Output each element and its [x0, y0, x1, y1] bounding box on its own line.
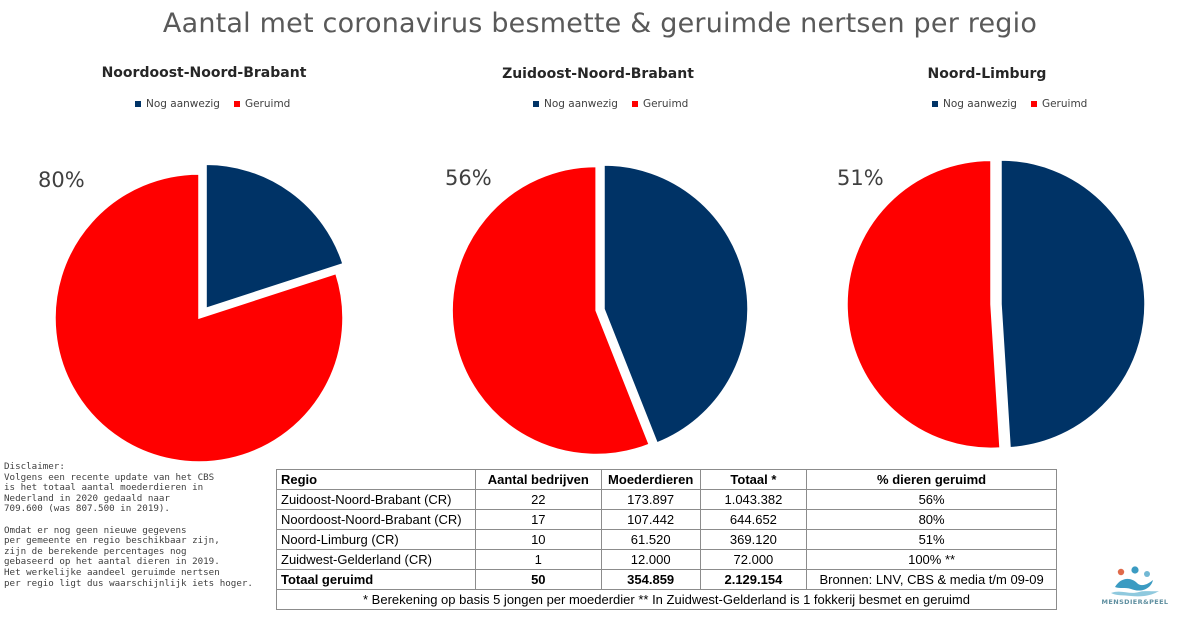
- table-cell: 354.859: [600, 569, 701, 590]
- column-header: Totaal *: [699, 469, 808, 490]
- table-cell: Totaal geruimd: [276, 569, 476, 590]
- column-header: Moederdieren: [600, 469, 701, 490]
- table-cell: Noordoost-Noord-Brabant (CR): [276, 509, 476, 530]
- table-cell: Zuidoost-Noord-Brabant (CR): [276, 489, 476, 510]
- pie-slice-nog-aanwezig: [1000, 159, 1146, 449]
- table-footnote: * Berekening op basis 5 jongen per moede…: [276, 590, 1057, 610]
- legend-swatch: [1030, 101, 1037, 107]
- table-total-row: Totaal geruimd 50 354.859 2.129.154 Bron…: [276, 569, 1057, 590]
- table-row: Noord-Limburg (CR) 10 61.520 369.120 51%: [276, 529, 1057, 550]
- table-cell: 173.897: [600, 489, 701, 510]
- legend-item-geruimd: Geruimd: [233, 98, 291, 110]
- table-cell: 80%: [806, 509, 1057, 530]
- disclaimer-line: per regio ligt dus waarschijnlijk iets h…: [4, 577, 253, 589]
- data-table: Regio Aantal bedrijven Moederdieren Tota…: [276, 469, 1057, 590]
- disclaimer-line: Nederland in 2020 gedaald naar: [4, 492, 170, 504]
- disclaimer-paragraph: Omdat er nog geen nieuwe gegevens per ge…: [4, 524, 266, 590]
- table-cell: 2.129.154: [699, 569, 808, 590]
- legend-item-geruimd: Geruimd: [1030, 98, 1088, 110]
- table-cell: Zuidwest-Gelderland (CR): [276, 549, 476, 570]
- table-cell: 369.120: [699, 529, 808, 550]
- disclaimer-paragraph: Disclaimer: Volgens een recente update v…: [4, 461, 266, 515]
- legend-label: Geruimd: [1041, 98, 1088, 110]
- legend-item-geruimd: Geruimd: [631, 98, 689, 110]
- brand-logo: MENSDIER&PEEL: [1085, 565, 1185, 610]
- legend-label: Nog aanwezig: [544, 98, 618, 110]
- data-label-noord-limburg: 51%: [837, 166, 884, 190]
- table-cell: 107.442: [600, 509, 701, 530]
- disclaimer-line: zijn de berekende percentages nog: [4, 545, 187, 557]
- people-swimming-logo-icon: [1111, 566, 1159, 597]
- legend-swatch: [631, 101, 638, 107]
- table-cell: 51%: [806, 529, 1057, 550]
- legend-label: Geruimd: [642, 98, 689, 110]
- disclaimer-line: Disclaimer:: [4, 461, 65, 472]
- table-cell: 644.652: [699, 509, 808, 530]
- legend-label: Nog aanwezig: [146, 98, 220, 110]
- column-header: Aantal bedrijven: [474, 469, 602, 490]
- chart-legend-noordoost: Nog aanwezig Geruimd: [135, 98, 290, 110]
- pie-slice-nog-aanwezig: [603, 164, 749, 444]
- logo-text: MENSDIER&PEEL: [1101, 598, 1169, 606]
- table-cell: 1: [474, 549, 602, 570]
- table-cell: 10: [474, 529, 602, 550]
- disclaimer-line: per gemeente en regio beschikbaar zijn,: [4, 535, 220, 547]
- chart-title-noord-limburg: Noord-Limburg: [927, 66, 1047, 82]
- disclaimer-line: is het totaal aantal moederdieren in: [4, 482, 204, 494]
- chart-title-zuidoost: Zuidoost-Noord-Brabant: [502, 66, 694, 82]
- pie-slice-geruimd: [451, 165, 651, 456]
- table-cell: 56%: [806, 489, 1057, 510]
- pie-slice-nog-aanwezig: [205, 163, 344, 310]
- table-cell: 17: [474, 509, 602, 530]
- column-header: % dieren geruimd: [806, 469, 1057, 490]
- table-cell: 61.520: [600, 529, 701, 550]
- legend-item-nog-aanwezig: Nog aanwezig: [533, 98, 618, 110]
- disclaimer-line: Volgens een recente update van het CBS: [4, 471, 215, 483]
- legend-item-nog-aanwezig: Nog aanwezig: [135, 98, 220, 110]
- table-cell: Noord-Limburg (CR): [276, 529, 476, 550]
- chart-legend-noord-limburg: Nog aanwezig Geruimd: [932, 98, 1087, 110]
- table-row: Zuidoost-Noord-Brabant (CR) 22 173.897 1…: [276, 489, 1057, 510]
- data-label-noordoost: 80%: [38, 168, 85, 192]
- disclaimer: Disclaimer: Volgens een recente update v…: [4, 461, 266, 590]
- page-title: Aantal met coronavirus besmette & geruim…: [162, 8, 1038, 39]
- table-cell: 1.043.382: [699, 489, 808, 510]
- legend-label: Nog aanwezig: [943, 98, 1017, 110]
- disclaimer-line: 709.600 (was 807.500 in 2019).: [4, 503, 170, 515]
- legend-swatch: [135, 101, 141, 107]
- table-cell: 100% **: [806, 549, 1057, 570]
- legend-label: Geruimd: [244, 98, 291, 110]
- table-cell: 22: [474, 489, 602, 510]
- legend-swatch: [932, 101, 938, 107]
- column-header: Regio: [276, 469, 476, 490]
- legend-swatch: [233, 101, 240, 107]
- table-row: Zuidwest-Gelderland (CR) 1 12.000 72.000…: [276, 549, 1057, 570]
- table-cell: 12.000: [600, 549, 701, 570]
- chart-title-noordoost: Noordoost-Noord-Brabant: [101, 65, 307, 81]
- legend-item-nog-aanwezig: Nog aanwezig: [932, 98, 1017, 110]
- table-cell: 50: [474, 569, 602, 590]
- table-sources-cell: Bronnen: LNV, CBS & media t/m 09-09: [806, 569, 1057, 590]
- disclaimer-line: Omdat er nog geen nieuwe gegevens: [4, 524, 187, 536]
- table-cell: 72.000: [699, 549, 808, 570]
- chart-legend-zuidoost: Nog aanwezig Geruimd: [533, 98, 688, 110]
- disclaimer-line: Het werkelijke aandeel geruimde nertsen: [4, 566, 220, 578]
- disclaimer-line: gebaseerd op het aantal dieren in 2019.: [4, 556, 220, 568]
- legend-swatch: [533, 101, 539, 107]
- table-row: Noordoost-Noord-Brabant (CR) 17 107.442 …: [276, 509, 1057, 530]
- pie-slice-geruimd: [54, 173, 344, 463]
- table-header-row: Regio Aantal bedrijven Moederdieren Tota…: [276, 469, 1057, 490]
- pie-slice-geruimd: [846, 159, 1001, 450]
- data-label-zuidoost: 56%: [445, 166, 492, 190]
